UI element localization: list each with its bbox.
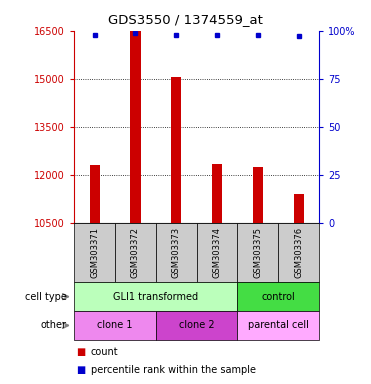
Text: percentile rank within the sample: percentile rank within the sample — [91, 365, 256, 375]
Text: ■: ■ — [76, 347, 85, 357]
Text: GDS3550 / 1374559_at: GDS3550 / 1374559_at — [108, 13, 263, 26]
Bar — [212, 164, 222, 223]
Bar — [253, 167, 263, 223]
Text: other: other — [41, 320, 67, 331]
Text: GSM303374: GSM303374 — [213, 227, 221, 278]
Bar — [130, 31, 141, 223]
Text: count: count — [91, 347, 118, 357]
Text: clone 2: clone 2 — [179, 320, 214, 331]
Text: clone 1: clone 1 — [97, 320, 133, 331]
Text: GSM303375: GSM303375 — [253, 227, 262, 278]
Bar — [171, 77, 181, 223]
Text: GSM303376: GSM303376 — [294, 227, 303, 278]
Bar — [293, 194, 304, 223]
Text: parental cell: parental cell — [248, 320, 309, 331]
Text: cell type: cell type — [25, 291, 67, 302]
Text: GSM303373: GSM303373 — [172, 227, 181, 278]
Text: GLI1 transformed: GLI1 transformed — [113, 291, 198, 302]
Text: ■: ■ — [76, 365, 85, 375]
Text: GSM303371: GSM303371 — [90, 227, 99, 278]
Bar — [89, 165, 100, 223]
Text: control: control — [262, 291, 295, 302]
Text: GSM303372: GSM303372 — [131, 227, 140, 278]
